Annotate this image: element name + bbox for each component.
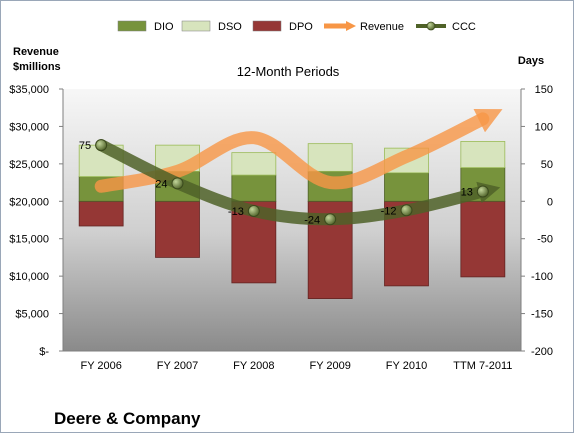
bar-dpo bbox=[155, 200, 200, 258]
x-tick-label: FY 2008 bbox=[233, 360, 274, 372]
left-tick-label: $15,000 bbox=[9, 234, 49, 246]
ccc-point bbox=[400, 204, 413, 217]
ccc-data-label: 13 bbox=[461, 187, 473, 199]
legend-label: CCC bbox=[452, 21, 476, 33]
left-tick-label: $10,000 bbox=[9, 271, 49, 283]
ccc-data-label: -13 bbox=[228, 206, 244, 218]
x-tick-label: FY 2006 bbox=[80, 360, 121, 372]
legend-marker-ccc bbox=[426, 21, 436, 31]
chart-title: 12-Month Periods bbox=[237, 64, 340, 79]
bar-dio bbox=[231, 174, 277, 202]
left-tick-label: $20,000 bbox=[9, 196, 49, 208]
right-tick-label: -200 bbox=[531, 346, 553, 358]
ccc-point bbox=[171, 177, 184, 190]
legend-label: DIO bbox=[154, 21, 174, 33]
ccc-data-label: -24 bbox=[304, 214, 320, 226]
left-tick-label: $- bbox=[39, 346, 49, 358]
legend-label: DSO bbox=[218, 21, 242, 33]
ticks-layer: $35,000 $30,000 $25,000 $20,000 $15,000 $10,0… bbox=[9, 84, 553, 372]
x-tick-label: FY 2009 bbox=[309, 360, 350, 372]
ccc-data-label: -12 bbox=[381, 205, 397, 217]
bar-dso bbox=[307, 143, 353, 172]
x-tick-label: TTM 7-2011 bbox=[453, 360, 512, 372]
right-tick-label: -150 bbox=[531, 309, 553, 321]
right-tick-label: -50 bbox=[537, 234, 553, 246]
lines-layer: 75 24 -13 -24 -12 13 bbox=[79, 109, 503, 226]
right-tick-label: 50 bbox=[541, 159, 553, 171]
x-tick-label: FY 2010 bbox=[386, 360, 427, 372]
right-tick-label: -100 bbox=[531, 271, 553, 283]
ccc-point bbox=[324, 213, 337, 226]
revenue-line bbox=[94, 109, 503, 193]
legend-label: Revenue bbox=[360, 21, 404, 33]
left-tick-label: $30,000 bbox=[9, 121, 49, 133]
legend-swatch-dso bbox=[181, 20, 211, 32]
bar-dio bbox=[384, 172, 429, 202]
ccc-data-label: 24 bbox=[155, 178, 167, 190]
ccc-point bbox=[476, 185, 489, 198]
left-tick-label: $25,000 bbox=[9, 159, 49, 171]
right-tick-label: 0 bbox=[547, 196, 553, 208]
company-name: Deere & Company bbox=[54, 409, 201, 428]
legend: DIO DSO DPO Revenue CCC bbox=[117, 20, 476, 33]
x-tick-label: FY 2007 bbox=[157, 360, 198, 372]
right-tick-label: 100 bbox=[535, 121, 553, 133]
bar-dso bbox=[460, 140, 506, 168]
ccc-point bbox=[95, 139, 108, 152]
right-tick-label: 150 bbox=[535, 84, 553, 96]
left-axis-label-line1: Revenue bbox=[13, 46, 59, 58]
ccc-data-label: 75 bbox=[79, 140, 91, 152]
left-axis-label-line2: $millions bbox=[13, 61, 61, 73]
left-tick-label: $35,000 bbox=[9, 84, 49, 96]
legend-arrowhead-revenue bbox=[346, 21, 356, 31]
bar-dso bbox=[231, 152, 277, 176]
ccc-point bbox=[247, 205, 260, 218]
left-tick-label: $5,000 bbox=[15, 309, 49, 321]
legend-swatch-dpo bbox=[252, 20, 282, 32]
legend-label: DPO bbox=[289, 21, 313, 33]
bar-dpo bbox=[78, 200, 124, 227]
bar-dpo bbox=[460, 200, 506, 278]
legend-swatch-dio bbox=[117, 20, 147, 32]
right-axis-label: Days bbox=[518, 55, 544, 67]
